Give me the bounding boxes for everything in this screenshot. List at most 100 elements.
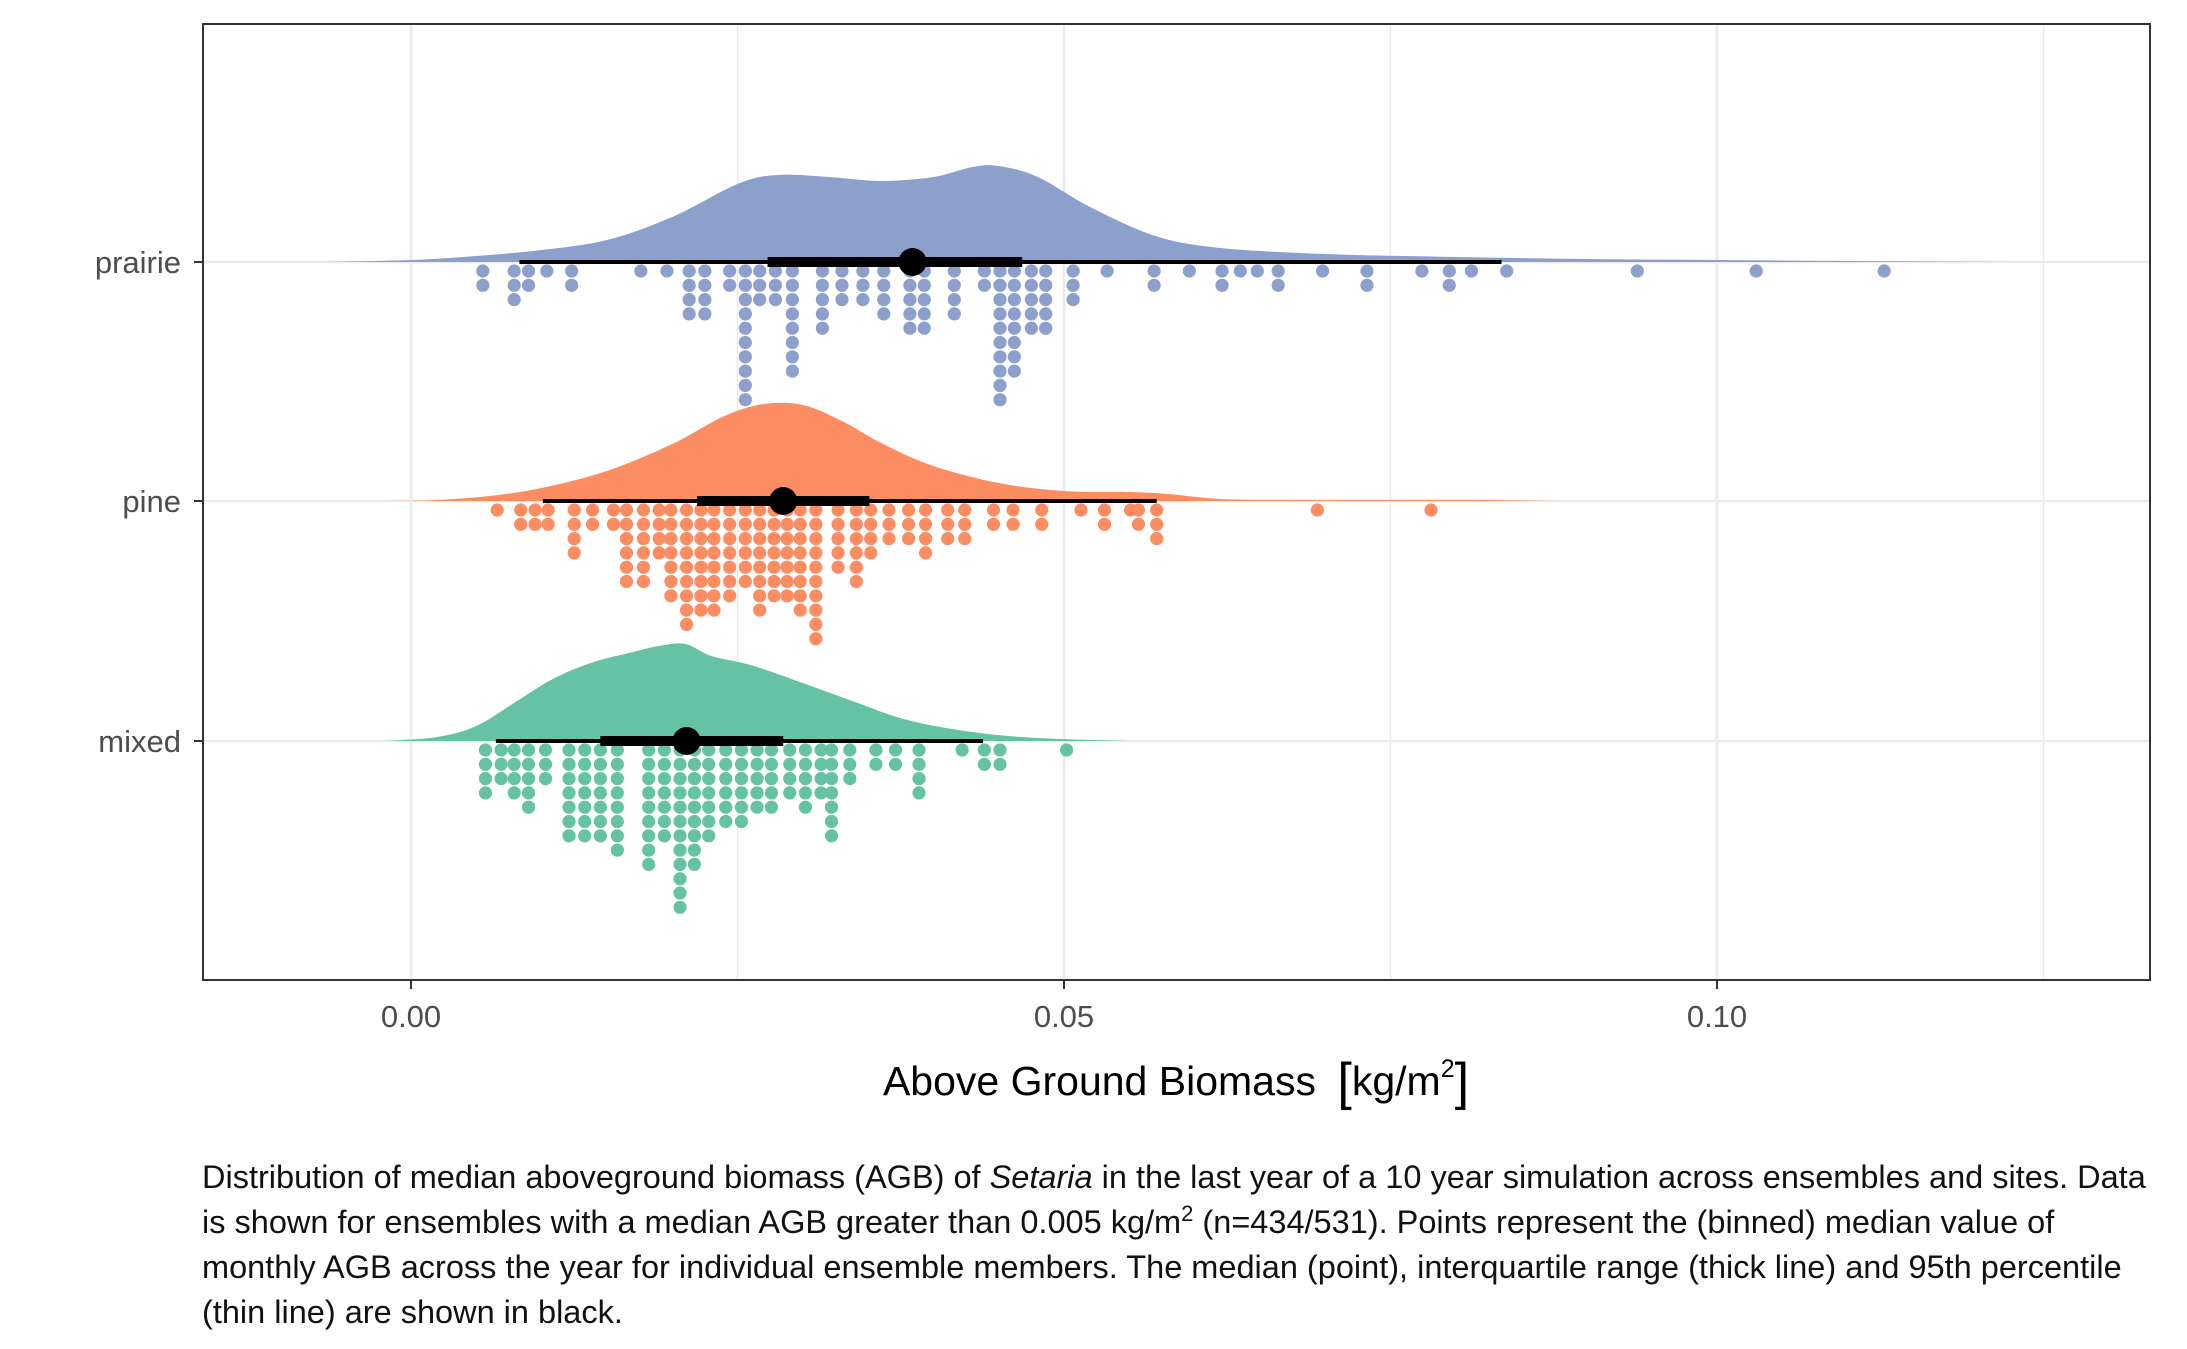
- data-point-mixed: [764, 743, 779, 757]
- data-point-prairie: [565, 264, 579, 278]
- caption-superscript: 2: [1181, 1201, 1194, 1227]
- data-point-mixed: [702, 772, 716, 786]
- data-point-pine: [664, 503, 678, 517]
- data-point-pine: [723, 503, 737, 517]
- data-point-prairie: [738, 335, 752, 350]
- data-point-prairie: [768, 264, 782, 278]
- data-point-prairie: [682, 264, 696, 278]
- data-point-pine: [707, 589, 721, 603]
- data-point-prairie: [977, 264, 991, 278]
- data-point-prairie: [856, 293, 870, 307]
- dots-mixed: [478, 743, 1074, 914]
- data-point-mixed: [798, 772, 813, 786]
- data-point-pine: [738, 560, 752, 574]
- y-tick-label-pine: pine: [122, 484, 181, 519]
- data-point-prairie: [1147, 264, 1161, 278]
- data-point-prairie: [507, 278, 521, 292]
- data-point-mixed: [673, 900, 687, 914]
- data-point-pine: [780, 532, 794, 546]
- data-point-pine: [1006, 517, 1020, 531]
- data-point-mixed: [673, 814, 687, 829]
- data-point-prairie: [1024, 278, 1038, 292]
- x-tick-label: 0.10: [1687, 999, 1747, 1034]
- data-point-pine: [723, 574, 737, 589]
- data-point-mixed: [657, 772, 671, 786]
- data-point-pine: [652, 517, 666, 531]
- data-point-pine: [1150, 503, 1164, 517]
- data-point-pine: [882, 532, 896, 546]
- data-point-pine: [849, 560, 863, 574]
- data-point-mixed: [798, 743, 813, 757]
- caption-text-2: in the last year of a 10 year simulation…: [202, 1159, 2146, 1240]
- data-point-mixed: [657, 800, 671, 814]
- data-point-pine: [679, 546, 694, 560]
- data-point-pine: [809, 560, 823, 574]
- data-point-mixed: [798, 757, 813, 771]
- data-point-prairie: [815, 278, 829, 292]
- data-point-pine: [694, 603, 708, 617]
- data-point-pine: [864, 503, 878, 517]
- data-point-prairie: [993, 335, 1007, 350]
- data-point-prairie: [993, 350, 1007, 364]
- data-point-mixed: [673, 772, 687, 786]
- data-point-pine: [918, 532, 933, 546]
- data-point-pine: [958, 517, 972, 531]
- data-point-prairie: [815, 307, 829, 321]
- data-point-pine: [1035, 517, 1049, 531]
- data-point-mixed: [702, 743, 716, 757]
- data-point-prairie: [698, 307, 712, 321]
- data-point-pine: [619, 517, 634, 531]
- data-point-prairie: [877, 293, 891, 307]
- data-point-prairie: [1024, 307, 1038, 321]
- data-point-prairie: [993, 321, 1007, 335]
- data-point-prairie: [947, 278, 961, 292]
- data-point-prairie: [785, 278, 799, 292]
- data-point-pine: [1150, 532, 1164, 546]
- data-point-pine: [636, 517, 651, 531]
- data-point-pine: [619, 546, 634, 560]
- data-point-pine: [723, 546, 737, 560]
- data-point-mixed: [764, 772, 779, 786]
- data-point-pine: [753, 517, 767, 531]
- data-point-pine: [753, 560, 767, 574]
- data-point-pine: [679, 503, 694, 517]
- data-point-prairie: [835, 278, 849, 292]
- data-point-pine: [767, 532, 781, 546]
- data-point-prairie: [738, 321, 752, 335]
- caption-text-1: Distribution of median aboveground bioma…: [202, 1159, 990, 1195]
- data-point-prairie: [738, 278, 752, 292]
- data-point-pine: [809, 503, 823, 517]
- data-point-prairie: [1007, 293, 1021, 307]
- data-point-pine: [1006, 503, 1020, 517]
- data-point-mixed: [977, 743, 991, 757]
- data-point-mixed: [593, 800, 607, 814]
- data-point-mixed: [673, 843, 687, 857]
- data-point-prairie: [738, 264, 752, 278]
- data-point-prairie: [507, 293, 521, 307]
- data-point-mixed: [610, 786, 624, 800]
- data-point-mixed: [610, 772, 624, 786]
- data-point-prairie: [815, 321, 829, 335]
- data-point-mixed: [538, 772, 553, 786]
- data-point-prairie: [917, 278, 931, 292]
- data-point-prairie: [785, 293, 799, 307]
- median-point-pine: [769, 487, 798, 515]
- data-point-pine: [567, 532, 581, 546]
- data-point-pine: [664, 532, 678, 546]
- data-point-prairie: [785, 364, 799, 378]
- data-point-mixed: [673, 857, 687, 872]
- data-point-mixed: [642, 814, 656, 829]
- data-point-mixed: [538, 757, 553, 771]
- dot-layer: [476, 264, 1891, 914]
- data-point-prairie: [521, 278, 536, 292]
- x-axis-title-text: Above Ground Biomass: [883, 1058, 1316, 1104]
- data-point-prairie: [947, 264, 961, 278]
- data-point-mixed: [593, 743, 607, 757]
- data-point-prairie: [660, 264, 674, 278]
- data-point-mixed: [657, 743, 671, 757]
- data-point-mixed: [521, 786, 536, 800]
- data-point-mixed: [687, 786, 702, 800]
- data-point-prairie: [785, 335, 799, 350]
- data-point-mixed: [478, 757, 493, 771]
- data-point-mixed: [783, 772, 797, 786]
